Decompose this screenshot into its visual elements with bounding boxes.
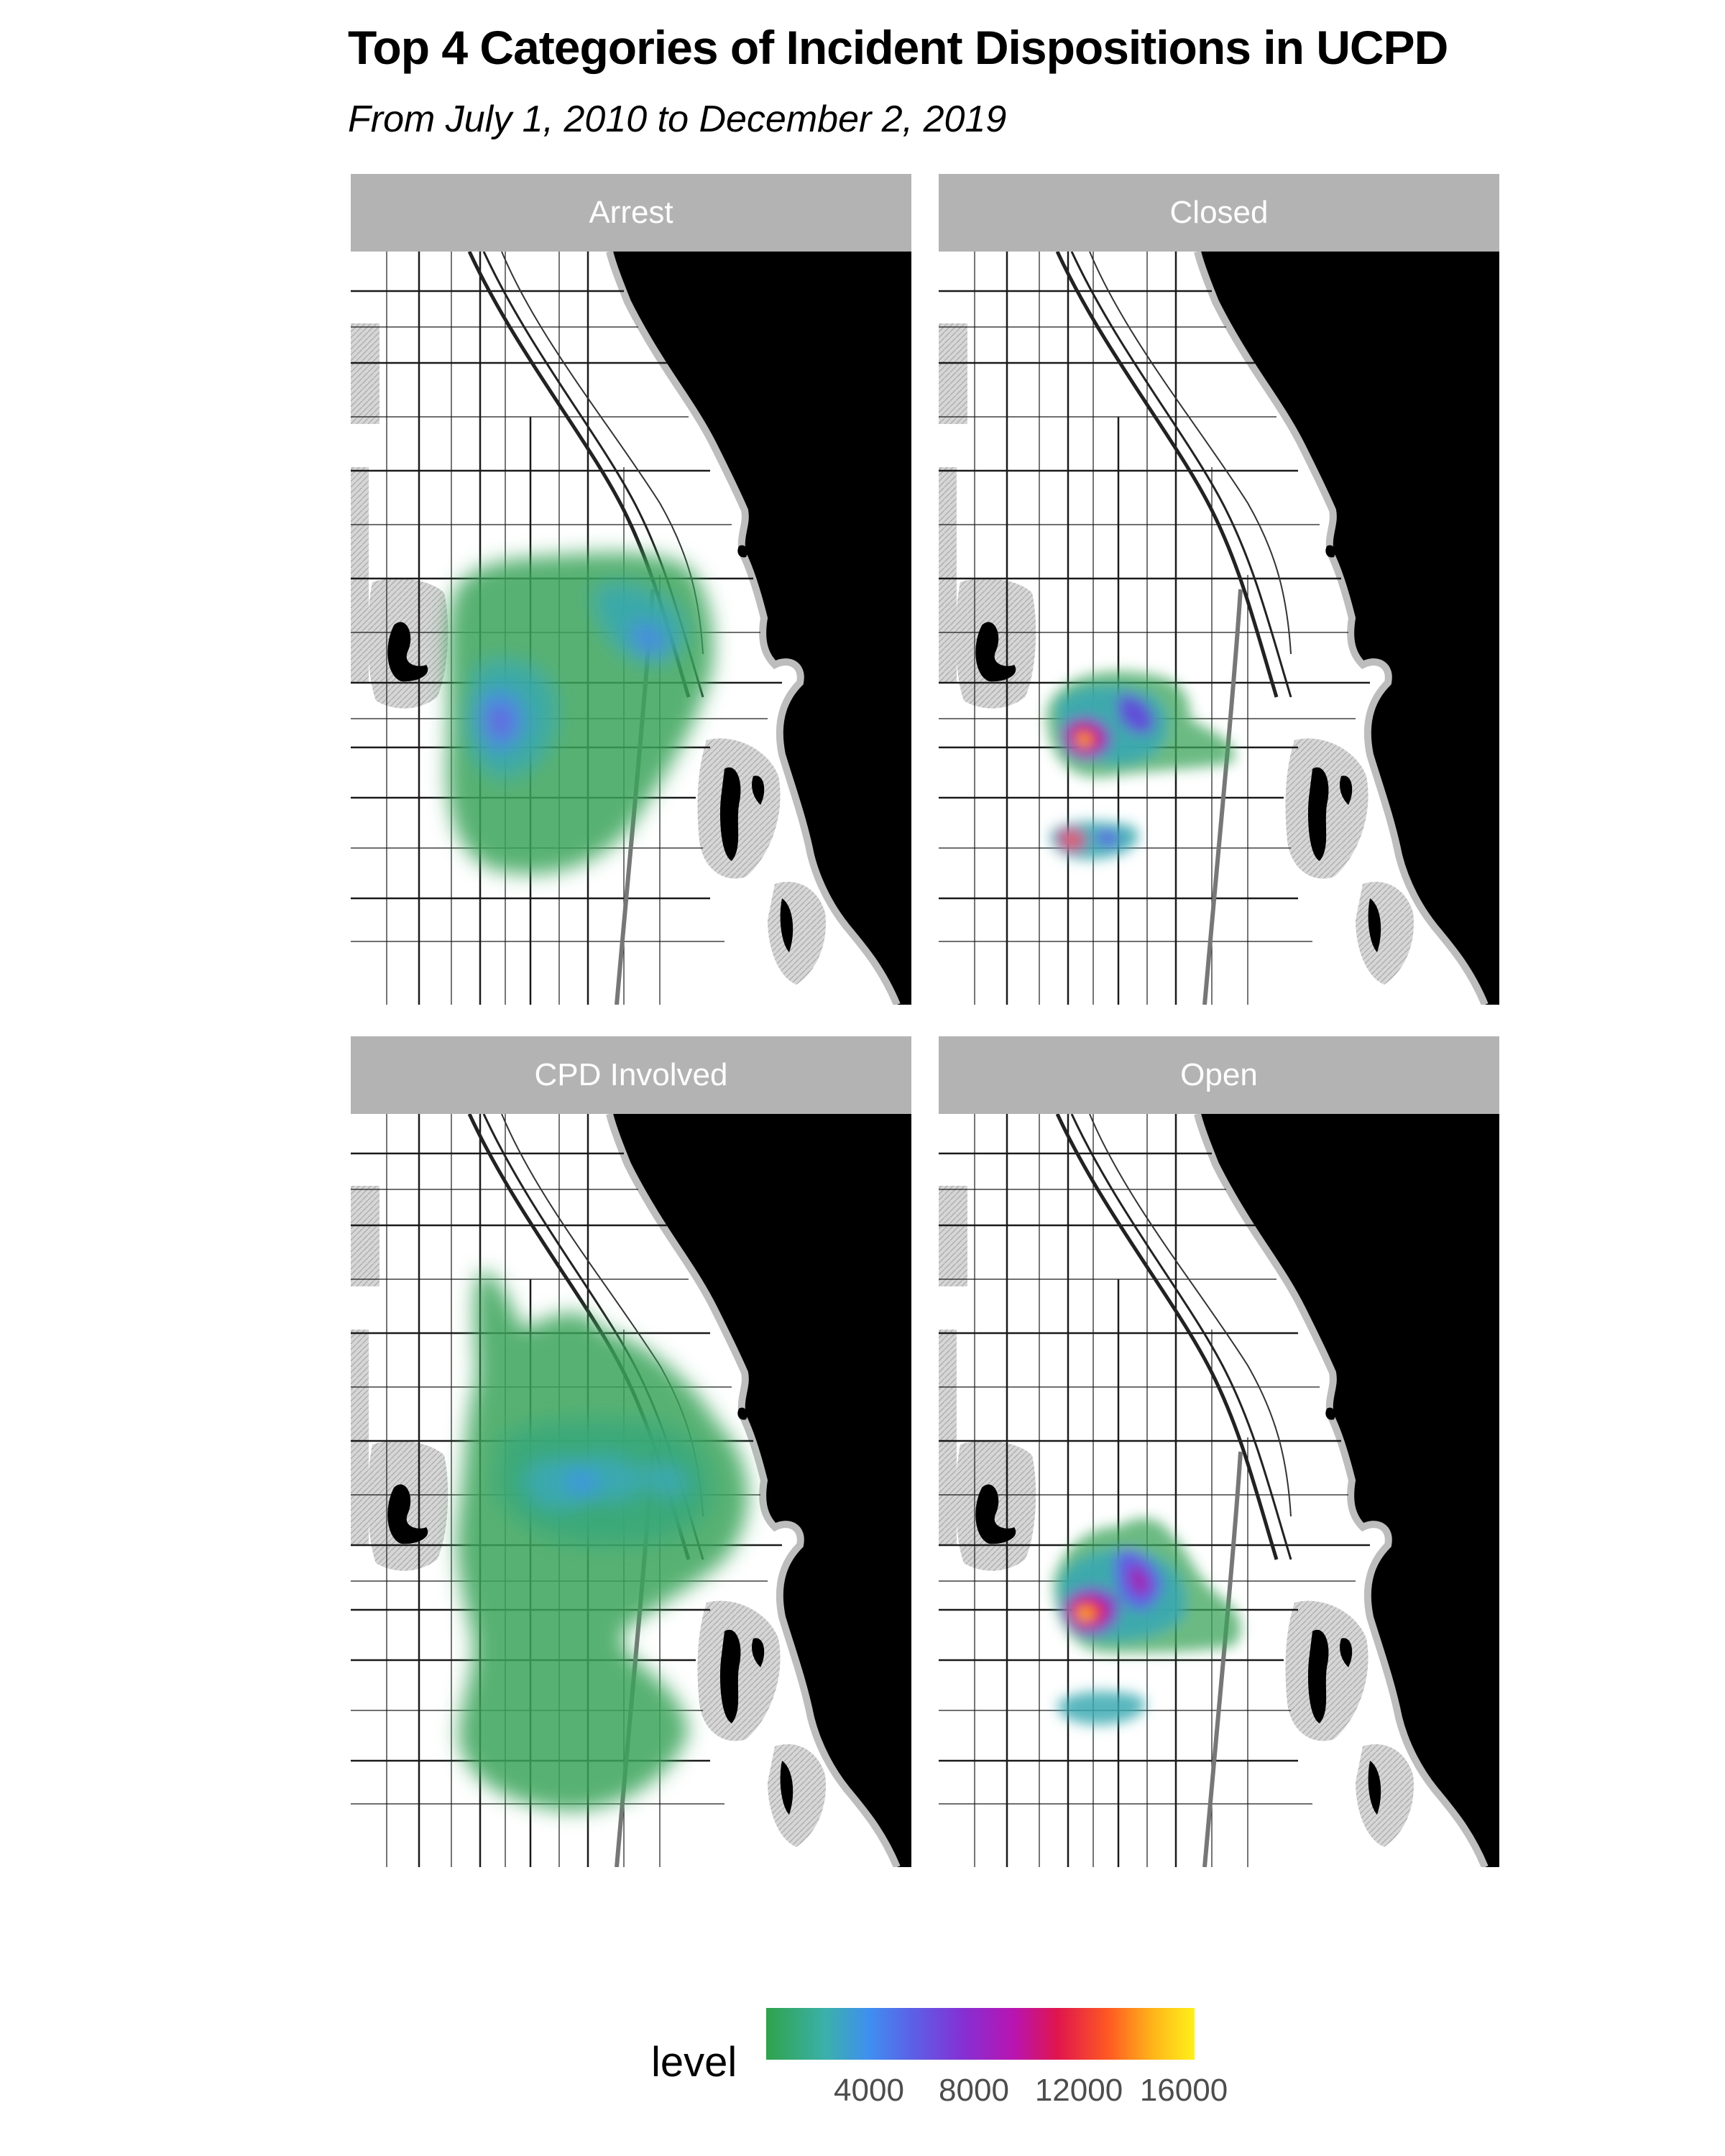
legend-tick-label: 8000 [939,2073,1009,2108]
legend-tick-label: 12000 [1034,2073,1123,2108]
facet-label: CPD Involved [351,1036,911,1114]
density-layer [456,1271,748,1811]
facet-panel-open: Open [939,1036,1499,1867]
density-layer [1046,671,1235,860]
legend-colorbar [766,2008,1195,2060]
facet-panel-cpd-involved: CPD Involved [351,1036,911,1867]
facet-label: Arrest [351,174,911,252]
map-open [939,1114,1499,1867]
legend-tick [1078,2060,1080,2068]
legend-tick-label: 4000 [834,2073,904,2108]
map-arrest [351,252,911,1005]
legend-title: level [651,2039,737,2086]
legend-tick-label: 16000 [1139,2073,1228,2108]
facet-label: Closed [939,174,1499,252]
density-layer [1054,1518,1241,1725]
facet-panel-arrest: Arrest [351,174,911,1005]
map-cpd-involved [351,1114,911,1867]
legend-tick [1183,2060,1184,2068]
legend-tick [868,2060,870,2068]
basemap [939,252,1499,1005]
map-closed [939,252,1499,1005]
chart-title: Top 4 Categories of Incident Disposition… [348,21,1448,74]
chart-subtitle: From July 1, 2010 to December 2, 2019 [348,98,1007,140]
basemap [939,1114,1499,1867]
density-layer [446,553,714,875]
facet-panel-closed: Closed [939,174,1499,1005]
facet-label: Open [939,1036,1499,1114]
legend-tick [973,2060,975,2068]
legend-ticks [0,2060,1725,2070]
